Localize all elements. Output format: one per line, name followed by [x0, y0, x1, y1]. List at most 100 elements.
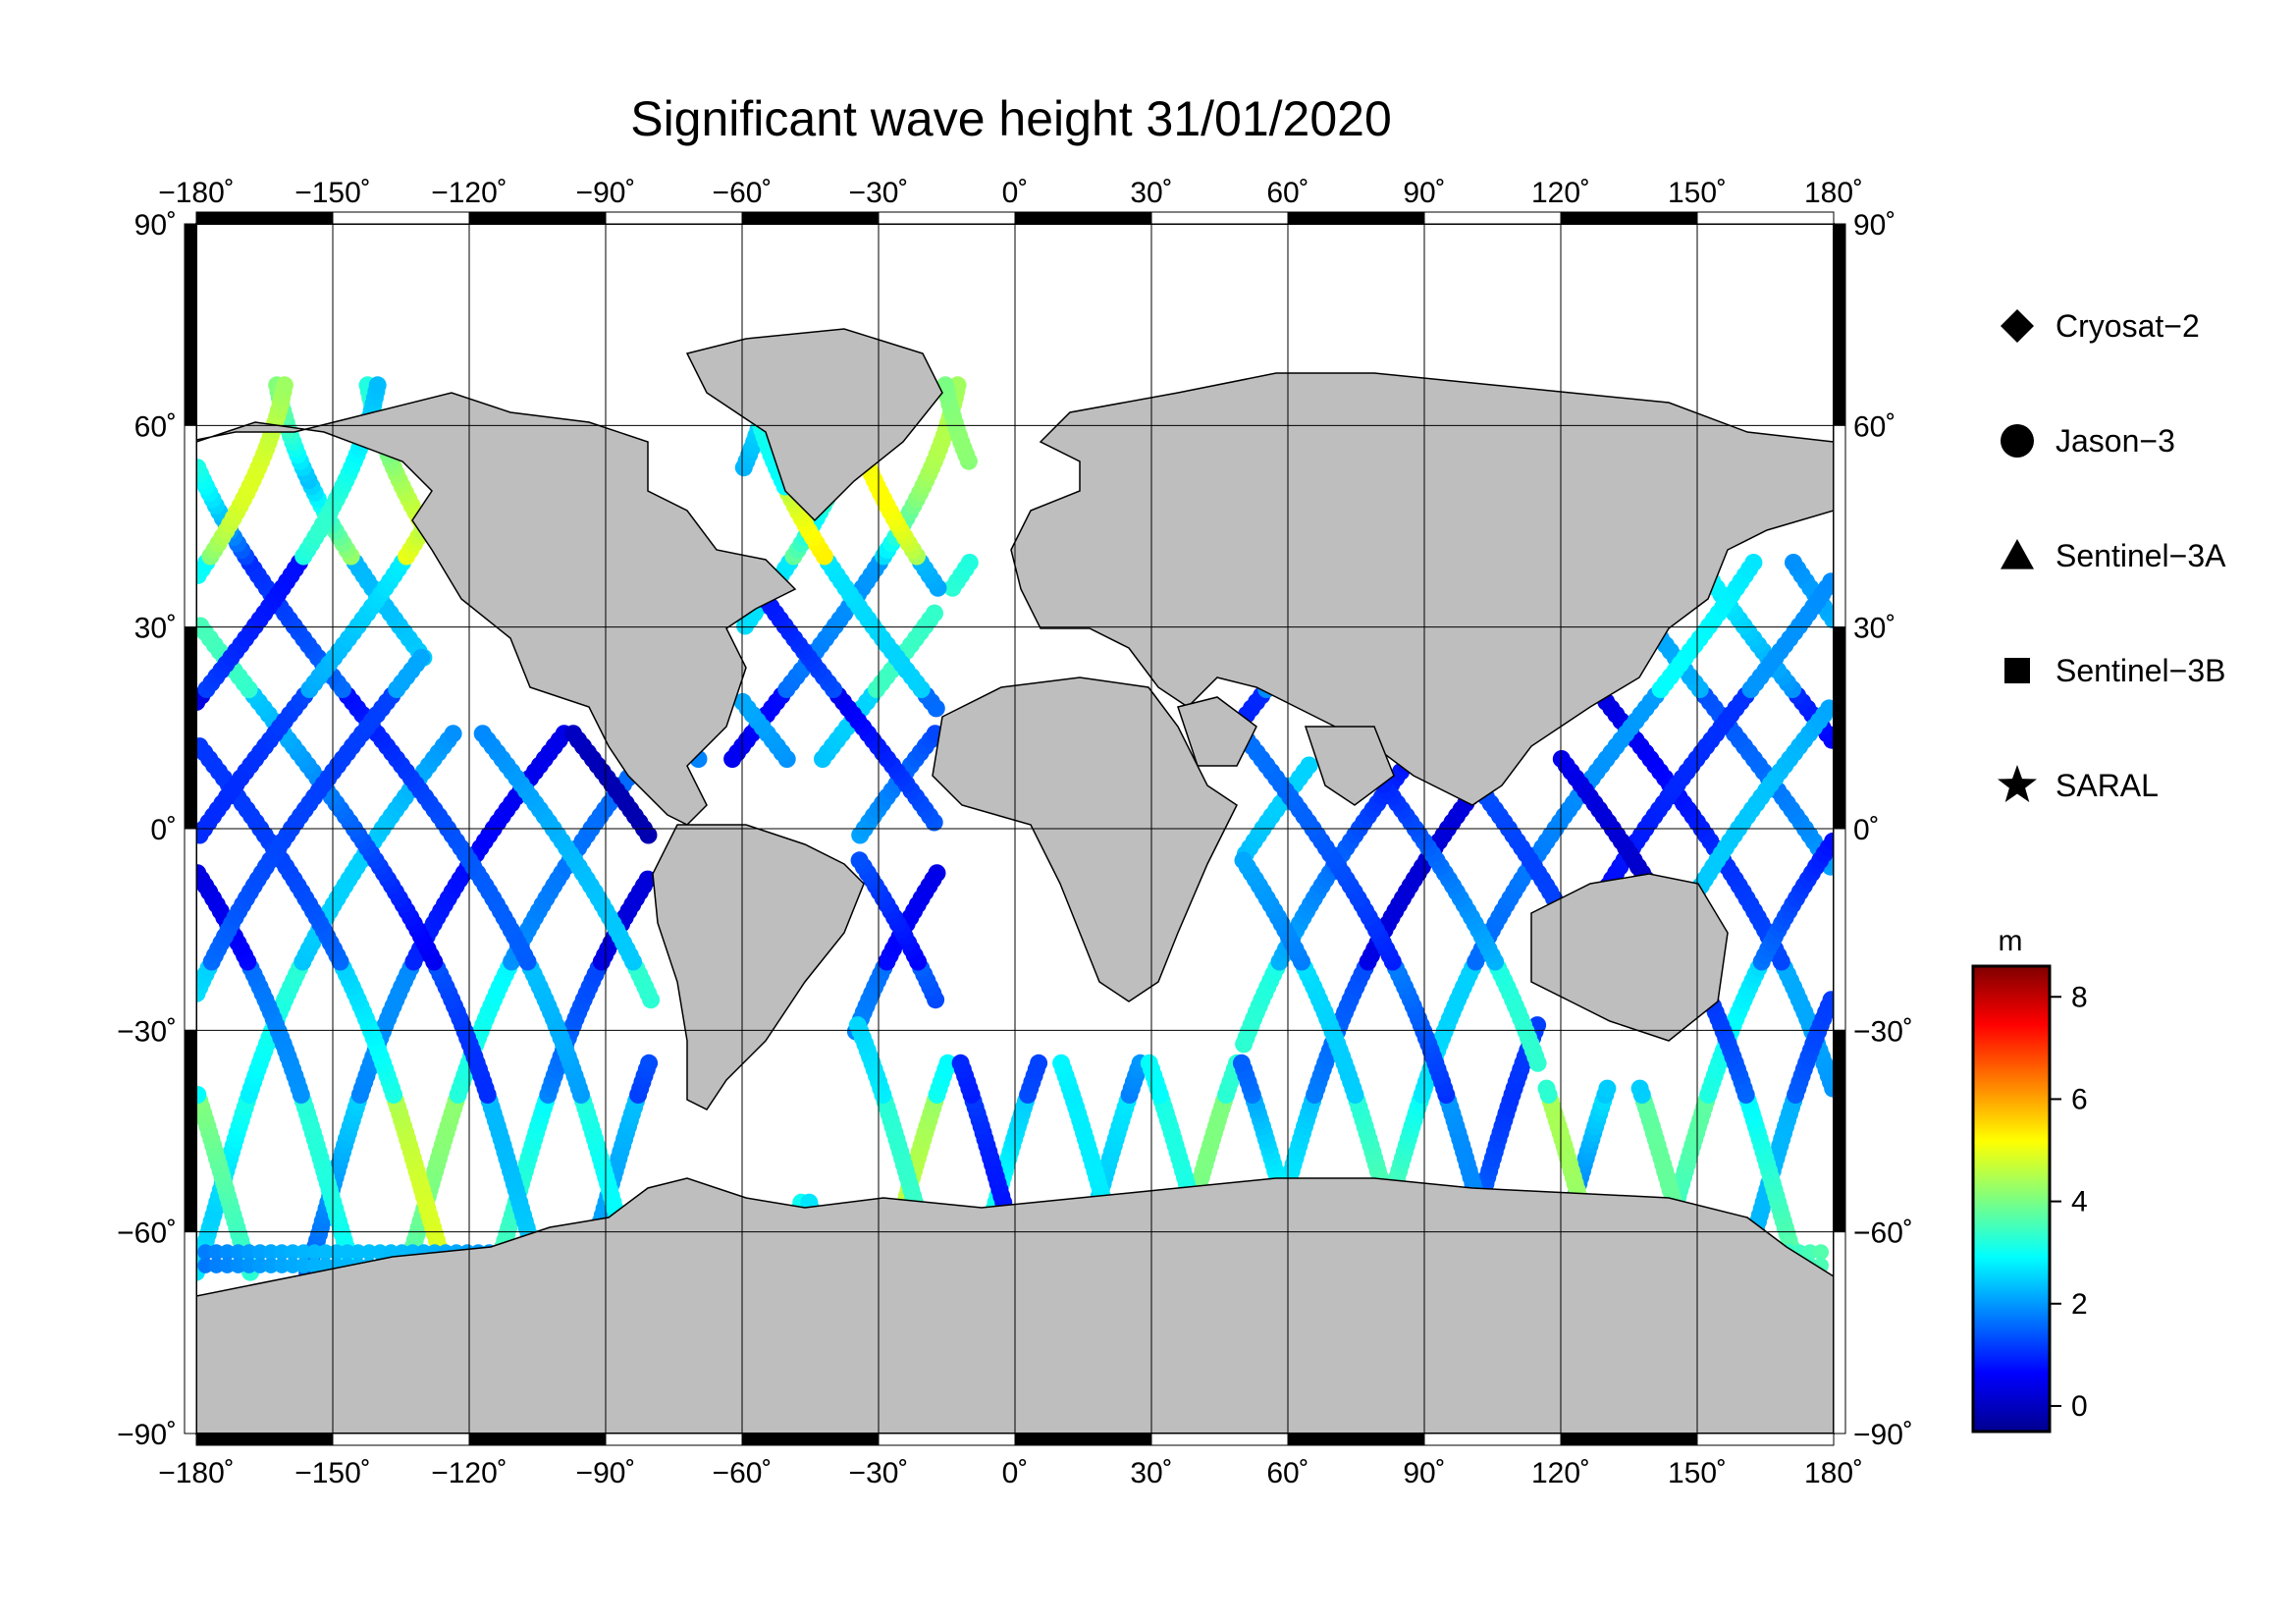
diamond-marker-icon [2001, 309, 2034, 343]
track-point [285, 1257, 301, 1273]
legend-item-label: SARAL [2056, 768, 2159, 803]
legend-item: Sentinel−3B [2004, 653, 2225, 688]
frame-segment [468, 211, 607, 225]
track-point [240, 1244, 257, 1261]
frame-segment [1014, 1433, 1152, 1446]
graticule [196, 224, 1834, 1434]
track-point [263, 1257, 279, 1273]
track-point [196, 737, 209, 756]
track-point [1785, 554, 1802, 571]
track-point [1598, 1079, 1617, 1098]
lon-tick-label-top: −60˚ [713, 177, 773, 209]
track-point [1630, 1079, 1649, 1098]
track-point [1552, 750, 1571, 768]
frame-segment [332, 211, 470, 225]
frame-segment [1287, 211, 1425, 225]
frame-segment [332, 1433, 470, 1446]
colorbar-tick-label: 2 [2071, 1288, 2088, 1321]
legend-item-label: Sentinel−3A [2056, 538, 2226, 573]
track-point [368, 376, 387, 395]
track-point [274, 1244, 291, 1261]
track-point [1801, 1244, 1818, 1261]
legend-item: Jason−3 [2001, 423, 2175, 459]
frame-segment [1560, 211, 1698, 225]
legend-item-label: Cryosat−2 [2056, 308, 2200, 344]
lat-tick-label-right: 0˚ [1853, 814, 1880, 846]
lon-tick-label-bottom: −120˚ [431, 1457, 507, 1489]
satellite-track [196, 554, 1834, 1281]
lat-tick-label-left: −30˚ [117, 1015, 177, 1048]
land-africa [932, 676, 1238, 1002]
lon-tick-label-top: −90˚ [576, 177, 636, 209]
lon-tick-label-top: 150˚ [1668, 177, 1727, 209]
legend-item-label: Jason−3 [2056, 423, 2175, 459]
frame-segment [184, 828, 197, 1031]
frame-segment [195, 1433, 334, 1446]
track-point [850, 851, 869, 870]
track-point [295, 1257, 312, 1273]
land-south-america [652, 824, 865, 1110]
track-point [372, 1244, 389, 1261]
land-arabia-india [1177, 696, 1395, 806]
lon-tick-label-bottom: 180˚ [1804, 1457, 1863, 1489]
frame-segment [741, 211, 880, 225]
track-point [640, 1054, 659, 1072]
land-north-america [196, 392, 797, 826]
track-point [412, 648, 431, 667]
lon-tick-label-bottom: −150˚ [294, 1457, 371, 1489]
track-point [1030, 1054, 1048, 1072]
track-point [1234, 851, 1253, 870]
lon-tick-label-bottom: −60˚ [713, 1457, 773, 1489]
lat-tick-label-left: 30˚ [134, 613, 177, 645]
lon-tick-label-bottom: 120˚ [1531, 1457, 1590, 1489]
lon-tick-label-top: −150˚ [294, 177, 371, 209]
frame-segment [184, 1231, 197, 1434]
frame-segment [468, 1433, 607, 1446]
lon-tick-label-top: 90˚ [1403, 177, 1445, 209]
track-point [1744, 554, 1763, 571]
frame-segment [1833, 223, 1846, 426]
frame-segment [1423, 211, 1562, 225]
track-point [230, 1257, 246, 1273]
frame-segment [195, 211, 334, 225]
frame-segment [1014, 211, 1152, 225]
track-point [317, 1244, 334, 1261]
track-point [197, 1257, 214, 1273]
colorbar-ticks: 8 6 4 2 0 [2050, 981, 2088, 1423]
frame-segment [184, 1029, 197, 1233]
frame-segment [1833, 424, 1846, 628]
frame-segment [1150, 211, 1289, 225]
lon-tick-label-top: 30˚ [1130, 177, 1172, 209]
track-point [274, 1257, 291, 1273]
frame-segment [878, 1433, 1016, 1446]
frame-segment [184, 223, 197, 426]
frame-segment [1833, 828, 1846, 1031]
track-point [1822, 991, 1834, 1009]
track-point [306, 1244, 323, 1261]
frame-segment [184, 626, 197, 830]
lat-tick-label-left: 90˚ [134, 209, 177, 242]
legend-item-label: Sentinel−3B [2056, 653, 2225, 688]
lat-tick-label-left: 0˚ [150, 814, 177, 846]
lon-tick-label-bottom: −90˚ [576, 1457, 636, 1489]
track-point [295, 1244, 312, 1261]
land-australia [1530, 873, 1729, 1042]
legend: Cryosat−2 Jason−3 Sentinel−3A Sentinel−3B SA… [1998, 308, 2226, 803]
lon-tick-label-bottom: 90˚ [1403, 1457, 1445, 1489]
colorbar-tick-label: 8 [2071, 981, 2088, 1013]
track-point [285, 1244, 301, 1261]
lon-tick-label-top: 180˚ [1804, 177, 1863, 209]
frame-segment [1696, 1433, 1835, 1446]
lon-tick-label-top: 60˚ [1266, 177, 1308, 209]
track-point [938, 1054, 957, 1072]
frame-segment [1833, 1029, 1846, 1233]
lat-tick-label-right: 60˚ [1853, 410, 1896, 443]
frame-segment [878, 211, 1016, 225]
track-point [361, 1244, 378, 1261]
track-point [1813, 1244, 1829, 1261]
frame-segment [605, 211, 743, 225]
track-point [960, 554, 979, 571]
frame-segment [1287, 1433, 1425, 1446]
track-point [196, 459, 207, 477]
